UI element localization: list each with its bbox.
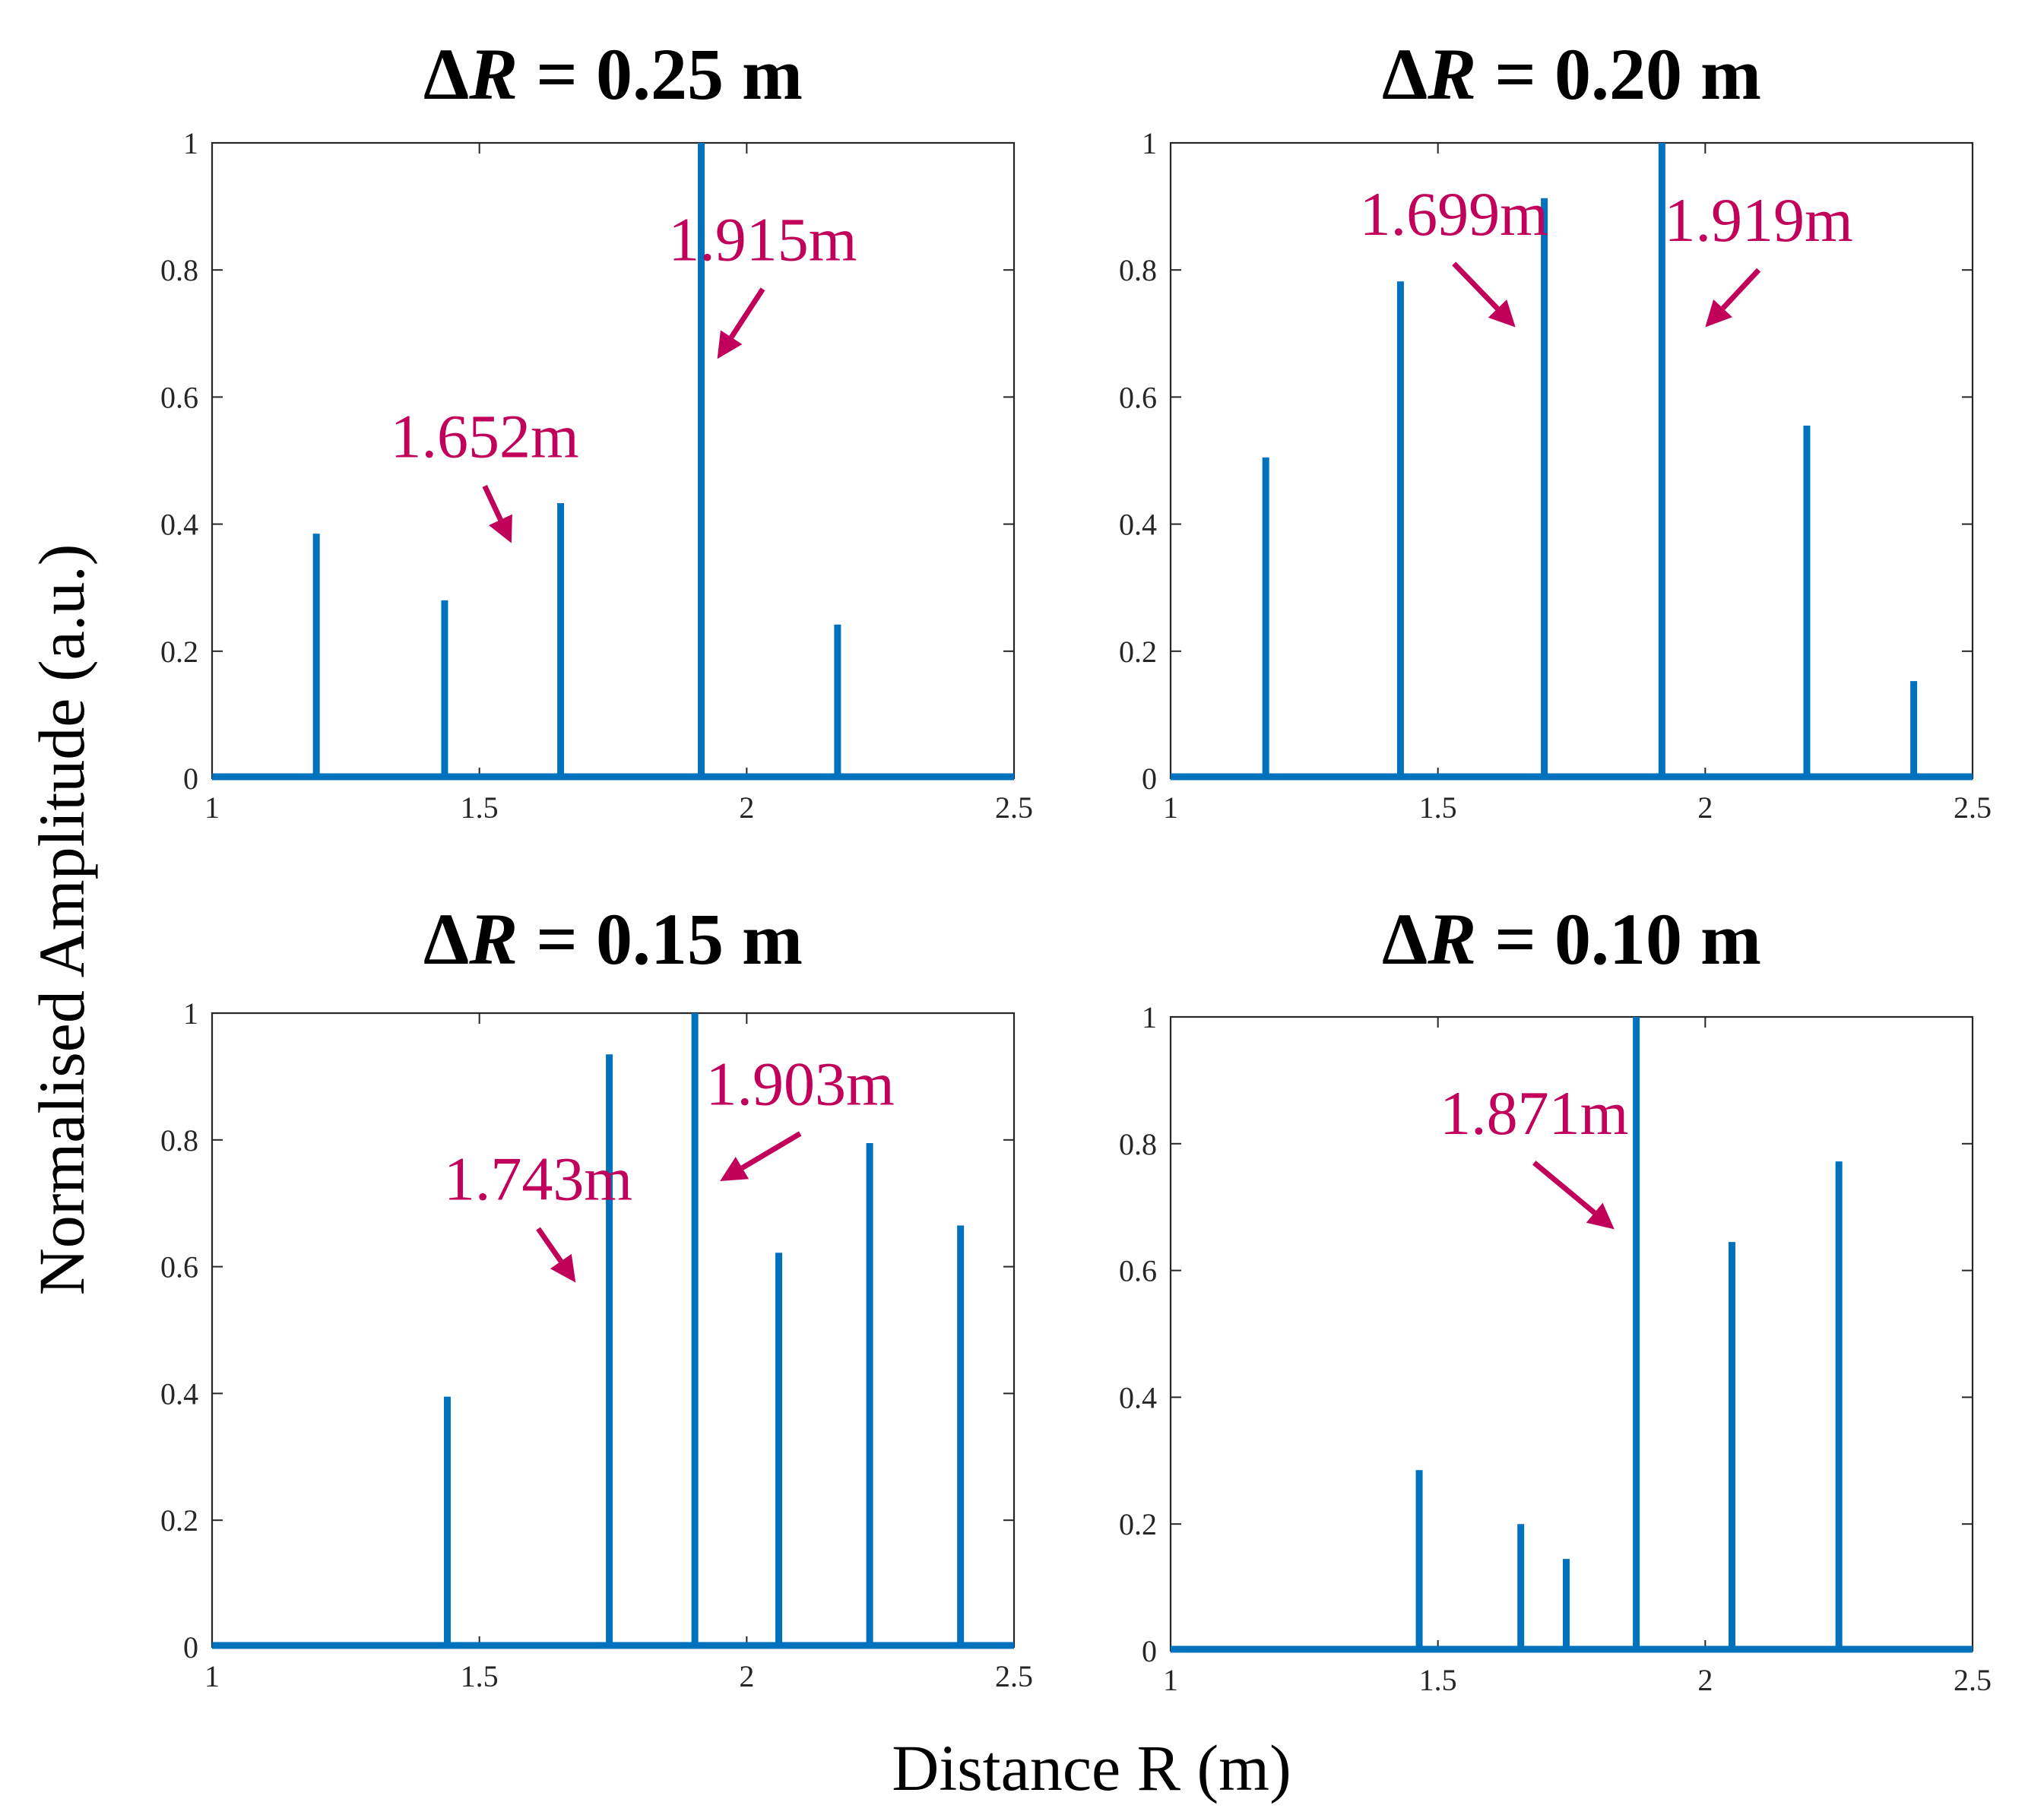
y-tick-label: 0.6: [1119, 380, 1157, 414]
y-tick-label: 1: [1142, 1000, 1157, 1034]
x-tick-label: 2: [739, 1659, 754, 1693]
x-tick-label: 1.5: [1419, 1663, 1457, 1697]
y-tick-label: 0.8: [1119, 253, 1157, 287]
annotation-arrow: [536, 1227, 563, 1263]
x-tick-label: 2.5: [995, 790, 1033, 825]
y-tick-label: 0.8: [160, 253, 198, 287]
title-delta: Δ: [1382, 33, 1428, 115]
annotation-arrow: [482, 484, 503, 521]
x-tick-label: 1: [1163, 1663, 1178, 1697]
x-tick-label: 1: [204, 790, 220, 825]
y-tick-label: 1: [1142, 126, 1157, 160]
y-tick-label: 0.8: [1119, 1127, 1157, 1161]
y-tick-label: 0.4: [1119, 508, 1157, 542]
annotation-arrow: [1532, 1161, 1596, 1215]
y-tick-label: 0: [183, 1630, 198, 1664]
annotation-label: 1.915m: [668, 204, 857, 274]
title-delta: Δ: [423, 33, 469, 115]
x-axis-title: Distance R (m): [892, 1731, 1291, 1804]
y-tick-label: 0.2: [1119, 635, 1157, 669]
y-tick-label: 1: [183, 126, 198, 160]
annotation-label: 1.743m: [444, 1145, 632, 1214]
title-value: = 0.10 m: [1476, 898, 1761, 980]
title-variable: R: [1427, 33, 1476, 115]
annotation-label: 1.919m: [1665, 185, 1853, 255]
annotation-label: 1.699m: [1360, 179, 1548, 249]
annotation-arrow: [1720, 268, 1761, 310]
x-tick-label: 2.5: [1954, 1663, 1992, 1697]
x-tick-label: 2: [1697, 790, 1713, 825]
subplot-3: ΔR = 0.15 m 1 1.5 2 2.5 0 0.2 0.4 0.6 0.8 1 1.743m 1…: [160, 898, 1033, 1693]
y-tick-label: 0: [183, 762, 198, 796]
y-tick-label: 0: [1142, 1634, 1157, 1668]
annotation-arrowhead: [489, 514, 512, 543]
annotation-arrowhead: [1705, 299, 1732, 328]
y-tick-label: 0.6: [160, 380, 198, 414]
title-value: = 0.20 m: [1476, 33, 1761, 115]
y-tick-label: 0.4: [160, 508, 198, 542]
x-tick-label: 2.5: [995, 1659, 1033, 1693]
annotation-label: 1.871m: [1440, 1078, 1628, 1148]
title-variable: R: [468, 898, 518, 980]
x-tick-label: 1: [1163, 790, 1178, 825]
title-variable: R: [468, 33, 518, 115]
y-tick-label: 0.4: [160, 1376, 198, 1411]
x-tick-label: 1.5: [1419, 790, 1457, 825]
annotation-arrow: [740, 1131, 802, 1170]
y-tick-label: 0.8: [160, 1123, 198, 1158]
subplot-title: ΔR = 0.25 m: [423, 33, 803, 115]
subplot-title: ΔR = 0.20 m: [1382, 33, 1761, 115]
annotation-arrowhead: [1586, 1202, 1615, 1230]
annotation-arrow: [729, 287, 765, 339]
axes-box: [211, 141, 1016, 780]
y-tick-label: 1: [183, 996, 198, 1031]
x-tick-label: 1: [204, 1659, 220, 1693]
y-tick-label: 0.4: [1119, 1380, 1157, 1414]
y-tick-label: 0.2: [160, 1503, 198, 1538]
y-tick-label: 0.6: [1119, 1254, 1157, 1288]
annotation-label: 1.652m: [391, 401, 579, 470]
x-tick-label: 2.5: [1954, 790, 1992, 825]
subplot-4: ΔR = 0.10 m 1 1.5 2 2.5 0 0.2 0.4 0.6 0.8 1 1.871m: [1119, 898, 1992, 1697]
x-tick-label: 1.5: [461, 790, 499, 825]
subplot-1: ΔR = 0.25 m 1 1.5 2 2.5 0 0.2 0.4 0.6 0.8 1 1.652m 1…: [160, 33, 1033, 825]
annotation-arrowhead: [717, 330, 743, 359]
x-tick-label: 2: [739, 790, 754, 825]
y-tick-label: 0.2: [160, 635, 198, 669]
subplot-title: ΔR = 0.10 m: [1382, 898, 1761, 980]
title-value: = 0.25 m: [518, 33, 803, 115]
x-tick-label: 2: [1697, 1663, 1713, 1697]
annotation-label: 1.903m: [706, 1049, 895, 1118]
y-tick-label: 0: [1142, 762, 1157, 796]
y-tick-label: 0.2: [1119, 1507, 1157, 1541]
subplot-title: ΔR = 0.15 m: [423, 898, 803, 980]
y-tick-label: 0.6: [160, 1250, 198, 1284]
annotation-arrowhead: [550, 1253, 576, 1283]
title-variable: R: [1427, 898, 1476, 980]
title-delta: Δ: [1382, 898, 1428, 980]
y-axis-title: Normalised Amplitude (a.u.): [25, 544, 98, 1296]
annotation-arrowhead: [720, 1157, 749, 1182]
subplot-2: ΔR = 0.20 m 1 1.5 2 2.5 0 0.2 0.4 0.6 0.8 1 1.699m 1…: [1119, 33, 1992, 825]
title-delta: Δ: [423, 898, 469, 980]
annotation-arrowhead: [1488, 299, 1516, 328]
title-value: = 0.15 m: [518, 898, 803, 980]
annotation-arrow: [1452, 261, 1500, 311]
x-tick-label: 1.5: [461, 1659, 499, 1693]
